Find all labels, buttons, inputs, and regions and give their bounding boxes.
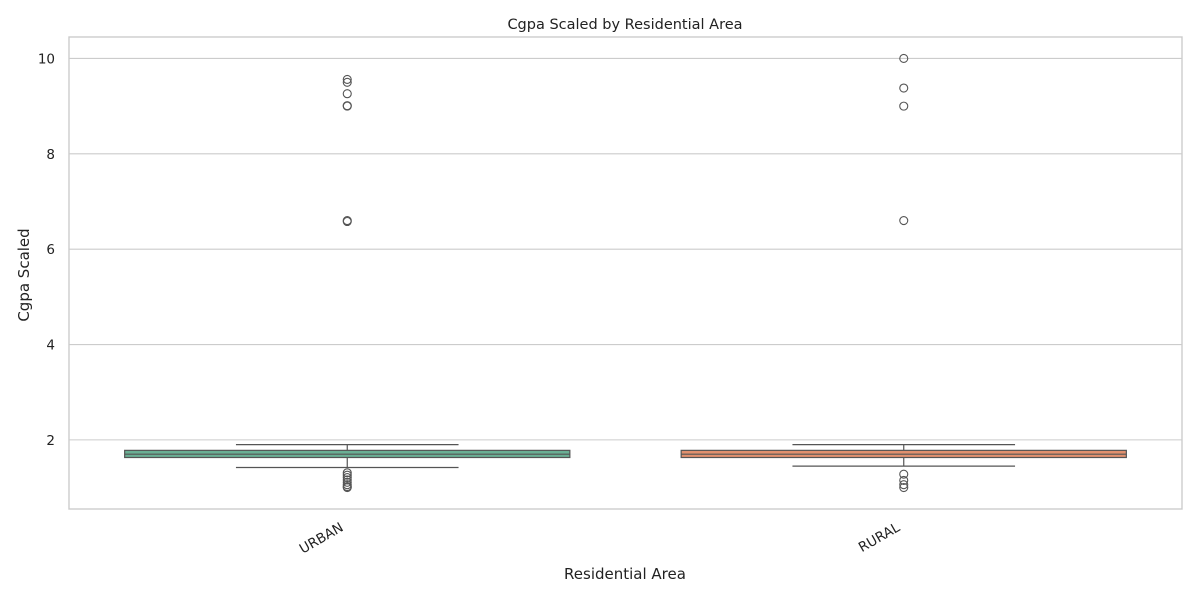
outlier-point (899, 475, 909, 485)
outlier-point (899, 101, 909, 111)
outlier-point (899, 216, 909, 226)
y-tick-label: 6 (46, 242, 55, 258)
outlier-point (342, 482, 352, 493)
plot-area (124, 53, 1127, 493)
outlier-point (342, 74, 352, 84)
outlier-point (899, 83, 909, 93)
y-tick-label: 4 (46, 338, 55, 354)
axis-ticks: 2 4 6 8 10 URBAN RURAL (38, 51, 903, 557)
y-tick-label: 10 (38, 51, 55, 67)
outlier-point (342, 89, 352, 99)
outlier-point (342, 77, 352, 87)
plot-frame (68, 36, 1183, 510)
outlier-point (342, 477, 352, 487)
grid-lines (69, 57, 1182, 441)
x-tick-label: URBAN (297, 520, 346, 558)
outlier-point (899, 53, 909, 64)
y-axis-label: Cgpa Scaled (15, 228, 33, 321)
outlier-point (342, 470, 352, 480)
outlier-point (899, 469, 909, 479)
outlier-point (342, 101, 352, 111)
y-tick-label: 8 (46, 147, 55, 163)
x-axis-label: Residential Area (564, 565, 686, 583)
x-tick-label: RURAL (856, 519, 903, 556)
chart-title: Cgpa Scaled by Residential Area (507, 17, 742, 33)
y-tick-label: 2 (46, 433, 55, 449)
outlier-point (342, 472, 352, 483)
outlier-point (899, 480, 909, 490)
outlier-point (899, 482, 909, 493)
outlier-point (342, 216, 352, 227)
outlier-point (342, 468, 352, 478)
